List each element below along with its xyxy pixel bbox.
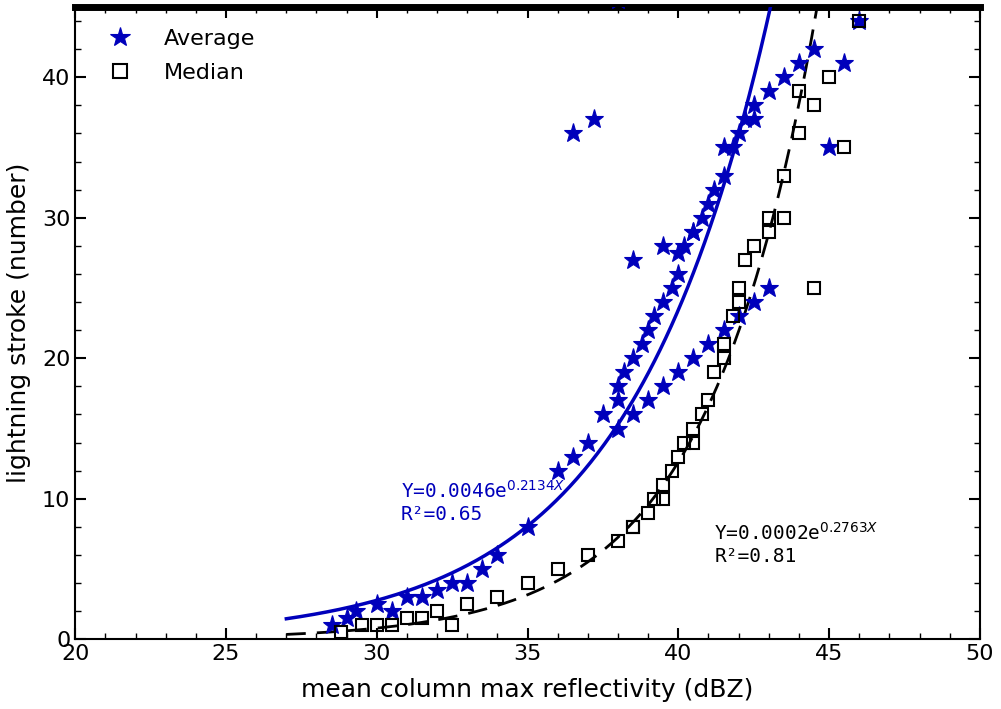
Median xyxy=(401,614,413,623)
Average xyxy=(612,0,624,4)
Median xyxy=(763,213,775,222)
Median xyxy=(793,87,805,96)
Average xyxy=(325,621,337,630)
Average xyxy=(446,579,458,587)
Median xyxy=(649,494,661,503)
Text: Y=0.0002e$^{0.2763X}$
R²=0.81: Y=0.0002e$^{0.2763X}$ R²=0.81 xyxy=(715,522,879,566)
Average xyxy=(793,59,805,67)
Median xyxy=(461,600,473,608)
Median xyxy=(679,438,691,447)
Median xyxy=(718,340,730,348)
Median xyxy=(627,523,639,531)
Median xyxy=(763,228,775,236)
Median xyxy=(385,621,397,630)
Average xyxy=(733,129,745,138)
Average xyxy=(703,199,715,208)
Text: Y=0.0046e$^{0.2134X}$
R²=0.65: Y=0.0046e$^{0.2134X}$ R²=0.65 xyxy=(401,480,566,524)
Median xyxy=(688,424,700,432)
Median xyxy=(733,284,745,292)
Median xyxy=(697,411,709,419)
Line: Median: Median xyxy=(334,15,866,639)
X-axis label: mean column max reflectivity (dBZ): mean column max reflectivity (dBZ) xyxy=(301,678,754,702)
Median xyxy=(778,213,790,222)
Median xyxy=(416,614,428,623)
Median xyxy=(709,368,721,376)
Median xyxy=(853,17,865,26)
Median xyxy=(667,467,679,475)
Median xyxy=(334,628,346,637)
Median xyxy=(658,481,670,489)
Median xyxy=(627,523,639,531)
Median xyxy=(808,101,820,110)
Median xyxy=(643,508,655,517)
Median xyxy=(703,396,715,405)
Median xyxy=(808,284,820,292)
Median xyxy=(673,452,685,461)
Median xyxy=(552,565,564,574)
Median xyxy=(838,143,850,152)
Median xyxy=(612,537,624,545)
Legend: Average, Median: Average, Median xyxy=(89,21,264,91)
Average xyxy=(673,269,685,278)
Median xyxy=(370,621,382,630)
Average xyxy=(808,45,820,53)
Median xyxy=(355,621,367,630)
Median xyxy=(431,607,443,615)
Median xyxy=(522,579,534,587)
Median xyxy=(727,312,739,320)
Median xyxy=(739,256,751,264)
Median xyxy=(823,73,835,82)
Median xyxy=(778,172,790,180)
Median xyxy=(491,593,504,601)
Y-axis label: lightning stroke (number): lightning stroke (number) xyxy=(7,163,31,484)
Median xyxy=(582,551,594,559)
Line: Average: Average xyxy=(322,0,869,635)
Median xyxy=(446,621,458,630)
Median xyxy=(658,494,670,503)
Median xyxy=(793,129,805,138)
Median xyxy=(733,298,745,306)
Median xyxy=(748,242,760,250)
Median xyxy=(688,438,700,447)
Median xyxy=(718,354,730,362)
